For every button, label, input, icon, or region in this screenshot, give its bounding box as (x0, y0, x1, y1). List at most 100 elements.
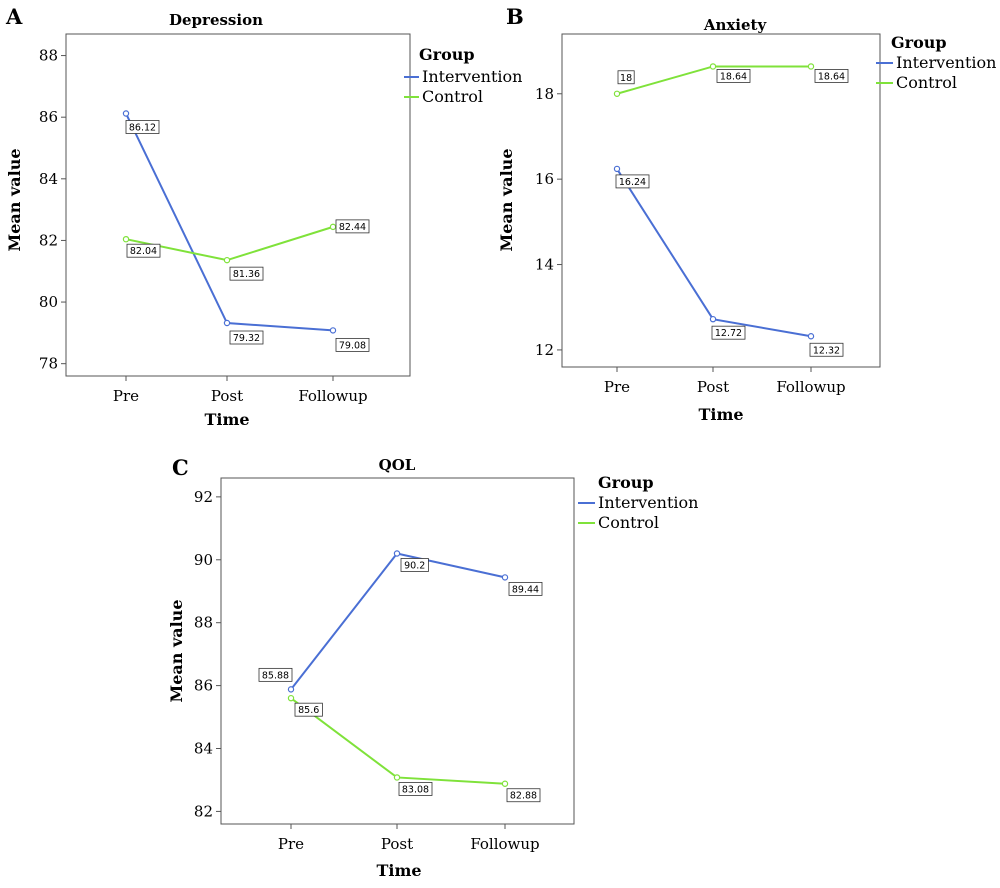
panel-letter: C (172, 455, 189, 480)
y-tick-label: 82 (39, 231, 58, 249)
data-label: 85.6 (298, 705, 319, 716)
data-point (501, 780, 509, 787)
x-axis-label: Time (698, 405, 743, 424)
data-label-box (506, 788, 541, 803)
data-label-box (229, 330, 264, 345)
chart-marks: 12 14 16 18 Pre Post Followup 16.24 12.72 12.32 18… (535, 63, 849, 396)
legend-entry-intervention: Intervention (896, 53, 996, 72)
x-tick-label: Post (211, 387, 243, 405)
data-point (122, 235, 130, 243)
legend-entry-control: Control (422, 87, 483, 106)
y-tick-label: 14 (535, 256, 554, 274)
panel-letter: B (506, 4, 524, 29)
data-label: 12.32 (813, 345, 840, 356)
y-tick-label: 80 (39, 293, 58, 311)
data-label-box (229, 266, 264, 281)
data-point (709, 315, 717, 323)
x-tick-label: Pre (113, 387, 139, 405)
data-point (393, 550, 401, 557)
plot-frame (561, 33, 881, 368)
y-tick-label: 16 (535, 170, 554, 188)
chart-title: Depression (169, 11, 263, 29)
data-label: 79.32 (233, 333, 260, 344)
y-axis-label: Mean value (5, 148, 24, 251)
data-point (807, 333, 815, 340)
x-axis-label: Time (376, 861, 421, 880)
data-label-box (258, 667, 293, 682)
x-tick-label: Post (381, 835, 413, 853)
data-label-box (617, 70, 635, 85)
data-point (329, 327, 337, 334)
y-tick-label: 18 (535, 85, 554, 103)
data-label-box (400, 558, 429, 572)
data-label-box (814, 69, 849, 83)
plot-frame (65, 33, 411, 377)
data-point (122, 110, 130, 117)
data-label: 81.36 (233, 269, 260, 280)
legend: Group Intervention Control (404, 45, 522, 106)
plot-frame (220, 477, 575, 825)
data-label: 79.08 (339, 340, 366, 351)
y-tick-label: 78 (39, 355, 58, 373)
data-point (393, 774, 401, 781)
panel-a: A Depression Time Mean value Group Inter… (5, 4, 522, 429)
data-point (287, 694, 295, 702)
data-label: 82.04 (130, 246, 157, 257)
data-label-box (615, 174, 650, 189)
x-axis-label: Time (204, 410, 249, 429)
data-label: 18 (620, 73, 632, 84)
data-point (613, 90, 621, 97)
data-label-box (294, 702, 323, 717)
data-label: 83.08 (402, 784, 429, 795)
y-tick-label: 84 (39, 170, 58, 188)
panel-b: B Anxiety Time Mean value Group Interven… (497, 4, 996, 424)
data-point (709, 63, 717, 70)
data-label-box (508, 581, 543, 596)
y-tick-label: 84 (194, 740, 213, 758)
data-point (329, 223, 337, 231)
y-tick-label: 86 (39, 108, 58, 126)
data-label-box (125, 120, 160, 134)
legend-title: Group (598, 473, 654, 492)
data-label: 18.64 (720, 71, 747, 82)
x-tick-label: Post (697, 378, 729, 396)
chart-marks: 82 84 86 88 90 92 Pre Post Followup 85.88 90.2 89.4… (194, 488, 543, 853)
chart-marks: 78 80 82 84 86 88 Pre Post Followup 86.12 79.32 79.… (39, 47, 370, 405)
data-label: 90.2 (404, 560, 425, 571)
legend-entry-intervention: Intervention (598, 493, 698, 512)
y-tick-label: 82 (194, 802, 213, 820)
data-label-box (126, 243, 161, 258)
legend: Group Intervention Control (876, 33, 996, 92)
x-tick-label: Followup (298, 387, 367, 405)
legend-entry-control: Control (598, 513, 659, 532)
data-label: 89.44 (512, 584, 539, 595)
data-label: 16.24 (619, 177, 646, 188)
y-tick-label: 88 (194, 614, 213, 632)
y-tick-label: 86 (194, 677, 213, 695)
data-label: 85.88 (262, 670, 289, 681)
y-tick-label: 92 (194, 488, 213, 506)
data-point (807, 63, 815, 70)
data-label-box (335, 337, 370, 352)
data-point (613, 165, 621, 173)
x-tick-label: Followup (470, 835, 539, 853)
data-label: 86.12 (129, 122, 156, 133)
data-point (223, 256, 231, 264)
y-axis-label: Mean value (497, 148, 516, 251)
chart-title: QOL (379, 456, 416, 474)
data-label-box (335, 219, 370, 234)
legend-entry-intervention: Intervention (422, 67, 522, 86)
y-tick-label: 88 (39, 47, 58, 65)
data-label-box (809, 342, 844, 357)
y-tick-label: 90 (194, 551, 213, 569)
legend-entry-control: Control (896, 73, 957, 92)
chart-title: Anxiety (703, 16, 768, 34)
data-label: 12.72 (715, 328, 742, 339)
data-label: 18.64 (818, 71, 845, 82)
data-label: 82.88 (510, 791, 537, 802)
data-point (223, 319, 231, 327)
y-axis-label: Mean value (167, 599, 186, 702)
x-tick-label: Pre (278, 835, 304, 853)
legend-title: Group (891, 33, 947, 52)
